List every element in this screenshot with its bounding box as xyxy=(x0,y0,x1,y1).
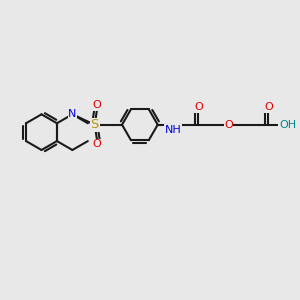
Text: S: S xyxy=(91,118,99,131)
Text: O: O xyxy=(224,120,233,130)
Text: OH: OH xyxy=(279,120,296,130)
Text: O: O xyxy=(93,139,101,149)
Text: NH: NH xyxy=(165,125,182,135)
Text: N: N xyxy=(68,109,76,119)
Text: O: O xyxy=(93,100,101,110)
Text: O: O xyxy=(265,103,274,112)
Text: O: O xyxy=(195,103,203,112)
